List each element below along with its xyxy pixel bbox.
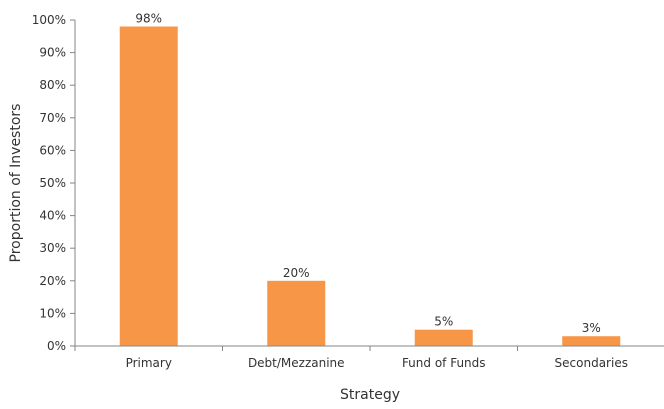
bar xyxy=(414,329,473,346)
bar-data-label: 5% xyxy=(434,315,453,329)
bar-data-label: 3% xyxy=(582,321,601,335)
bars-layer xyxy=(119,26,621,347)
x-category-label: Secondaries xyxy=(555,356,628,370)
y-tick-label: 70% xyxy=(39,111,66,125)
y-tick-label: 50% xyxy=(39,176,66,190)
x-category-label: Fund of Funds xyxy=(402,356,486,370)
data-labels-layer: 98% 20% 5% 3% xyxy=(135,12,600,336)
x-ticks-layer: Primary Debt/Mezzanine Fund of Funds Second… xyxy=(74,346,628,370)
y-tick-label: 30% xyxy=(39,241,66,255)
bar xyxy=(562,336,621,346)
x-category-label: Debt/Mezzanine xyxy=(248,356,345,370)
y-tick-label: 0% xyxy=(47,339,66,353)
y-tick-label: 20% xyxy=(39,274,66,288)
x-category-label: Primary xyxy=(126,356,172,370)
y-axis-title: Proportion of Investors xyxy=(8,104,24,263)
y-ticks-layer: 0% 10% 20% 30% 40% 50% 60% 70% 80% 90% 100% xyxy=(32,13,75,353)
y-tick-label: 60% xyxy=(39,143,66,157)
y-tick-label: 10% xyxy=(39,306,66,320)
y-tick-label: 90% xyxy=(39,46,66,60)
bar xyxy=(119,26,178,347)
bar xyxy=(267,280,326,346)
y-tick-label: 80% xyxy=(39,78,66,92)
bar-data-label: 98% xyxy=(135,12,162,26)
x-axis-title: Strategy xyxy=(340,387,400,403)
y-tick-label: 100% xyxy=(32,13,66,27)
y-tick-label: 40% xyxy=(39,209,66,223)
bar-data-label: 20% xyxy=(283,266,310,280)
